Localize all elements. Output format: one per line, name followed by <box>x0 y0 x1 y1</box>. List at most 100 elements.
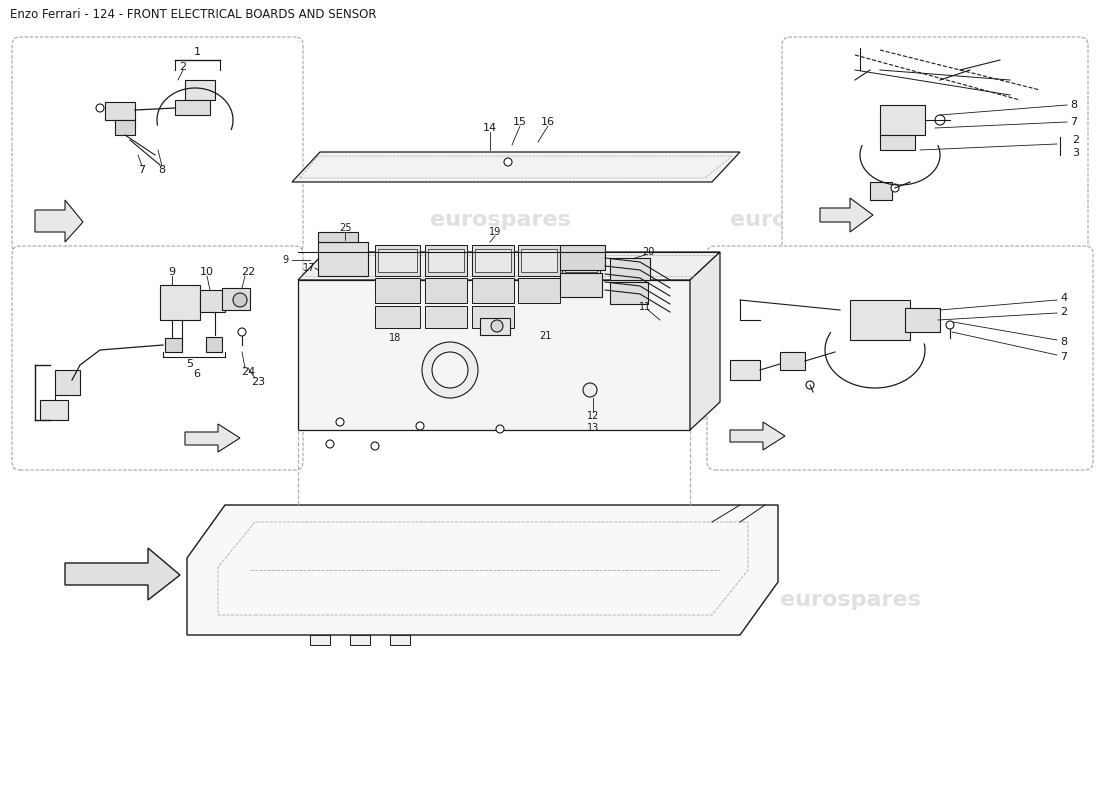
Text: 19: 19 <box>488 227 502 237</box>
Polygon shape <box>730 360 760 380</box>
Polygon shape <box>425 278 468 303</box>
Text: 10: 10 <box>200 267 214 277</box>
Polygon shape <box>104 102 135 120</box>
Text: 11: 11 <box>639 302 651 312</box>
Polygon shape <box>206 337 222 352</box>
Polygon shape <box>378 249 417 272</box>
Polygon shape <box>165 338 182 352</box>
Polygon shape <box>185 80 214 100</box>
Text: eurospares: eurospares <box>430 210 571 230</box>
Text: 7: 7 <box>1060 352 1067 362</box>
Polygon shape <box>518 278 560 303</box>
Polygon shape <box>560 245 605 270</box>
Polygon shape <box>475 249 512 272</box>
Polygon shape <box>65 548 180 600</box>
Polygon shape <box>187 505 778 635</box>
Text: 20: 20 <box>641 247 654 257</box>
Circle shape <box>422 342 478 398</box>
Circle shape <box>806 381 814 389</box>
Text: 24: 24 <box>241 367 255 377</box>
Circle shape <box>432 352 468 388</box>
Text: eurospares: eurospares <box>360 400 500 420</box>
Polygon shape <box>472 306 514 328</box>
Polygon shape <box>116 120 135 135</box>
Text: 2: 2 <box>1060 307 1067 317</box>
Polygon shape <box>222 288 250 310</box>
Polygon shape <box>880 105 925 135</box>
Text: 6: 6 <box>194 369 200 379</box>
Polygon shape <box>318 242 368 276</box>
Polygon shape <box>565 249 597 272</box>
Text: 18: 18 <box>389 333 402 343</box>
Text: 3: 3 <box>1072 148 1079 158</box>
Polygon shape <box>425 245 468 276</box>
Text: 23: 23 <box>251 377 265 387</box>
Circle shape <box>935 115 945 125</box>
Polygon shape <box>472 278 514 303</box>
Text: 4: 4 <box>1060 293 1067 303</box>
FancyBboxPatch shape <box>12 246 303 470</box>
FancyBboxPatch shape <box>707 246 1093 470</box>
Polygon shape <box>610 258 650 280</box>
Circle shape <box>416 422 424 430</box>
Polygon shape <box>35 200 82 242</box>
Polygon shape <box>55 370 80 395</box>
Polygon shape <box>298 280 690 430</box>
Polygon shape <box>690 252 721 430</box>
Polygon shape <box>375 278 420 303</box>
Polygon shape <box>850 300 910 340</box>
Text: eurospares: eurospares <box>509 590 650 610</box>
Text: 25: 25 <box>339 223 351 233</box>
Circle shape <box>891 184 899 192</box>
Polygon shape <box>780 352 805 370</box>
Text: 14: 14 <box>483 123 497 133</box>
Text: 22: 22 <box>241 267 255 277</box>
Polygon shape <box>730 422 785 450</box>
Text: 12: 12 <box>586 411 600 421</box>
Polygon shape <box>472 245 514 276</box>
Text: 8: 8 <box>1070 100 1077 110</box>
Text: 9: 9 <box>168 267 176 277</box>
Polygon shape <box>390 635 410 645</box>
Polygon shape <box>425 306 468 328</box>
Circle shape <box>946 321 954 329</box>
Polygon shape <box>560 273 602 297</box>
Circle shape <box>238 328 246 336</box>
Polygon shape <box>350 635 370 645</box>
Polygon shape <box>480 318 510 335</box>
Polygon shape <box>880 135 915 150</box>
Polygon shape <box>175 100 210 115</box>
Polygon shape <box>292 152 740 182</box>
Polygon shape <box>518 245 560 276</box>
Text: eurospares: eurospares <box>780 590 921 610</box>
Text: 21: 21 <box>539 331 551 341</box>
Text: eurospares: eurospares <box>230 590 371 610</box>
Polygon shape <box>521 249 557 272</box>
Text: 1: 1 <box>194 47 200 57</box>
Polygon shape <box>428 249 464 272</box>
Text: eurospares: eurospares <box>130 210 271 230</box>
Circle shape <box>233 293 248 307</box>
Circle shape <box>583 383 597 397</box>
Text: 8: 8 <box>1060 337 1067 347</box>
Text: eurospares: eurospares <box>110 400 251 420</box>
Text: 7: 7 <box>139 165 145 175</box>
Polygon shape <box>375 245 420 276</box>
Polygon shape <box>298 252 720 280</box>
Circle shape <box>491 320 503 332</box>
Polygon shape <box>160 285 200 320</box>
Polygon shape <box>310 635 330 645</box>
Circle shape <box>96 104 104 112</box>
Polygon shape <box>562 245 600 276</box>
FancyBboxPatch shape <box>782 37 1088 253</box>
Text: Enzo Ferrari - 124 - FRONT ELECTRICAL BOARDS AND SENSOR: Enzo Ferrari - 124 - FRONT ELECTRICAL BO… <box>10 8 376 21</box>
Polygon shape <box>375 306 420 328</box>
Circle shape <box>371 442 380 450</box>
Text: 17: 17 <box>302 263 316 273</box>
Polygon shape <box>40 400 68 420</box>
Circle shape <box>326 440 334 448</box>
Text: eurospares: eurospares <box>629 400 770 420</box>
Text: 15: 15 <box>513 117 527 127</box>
Polygon shape <box>610 282 648 304</box>
Polygon shape <box>905 308 940 332</box>
